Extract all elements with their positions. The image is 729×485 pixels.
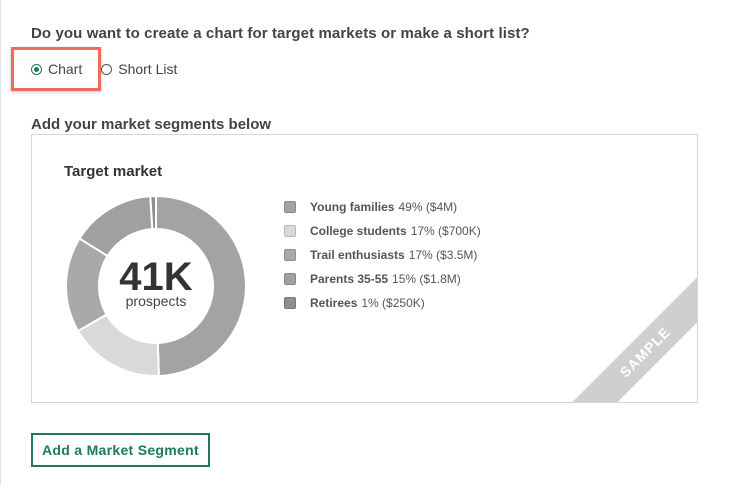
sample-watermark: SAMPLE bbox=[562, 269, 697, 402]
legend-label: Retirees bbox=[310, 296, 358, 310]
radio-chart-label: Chart bbox=[48, 61, 83, 77]
legend-value: 17% ($700K) bbox=[410, 224, 481, 238]
radio-short-list-label: Short List bbox=[118, 61, 178, 77]
legend-label: Young families bbox=[310, 200, 395, 214]
prospects-count: 41K bbox=[119, 255, 193, 299]
legend-label: Parents 35-55 bbox=[310, 272, 389, 286]
legend-value: 1% ($250K) bbox=[361, 296, 425, 310]
legend-swatch bbox=[284, 225, 296, 237]
donut-slice-young-families bbox=[155, 195, 246, 377]
legend-item: Retirees 1% ($250K) bbox=[284, 291, 481, 315]
chart-type-radio-group: Chart Short List bbox=[31, 61, 177, 77]
prospects-label: prospects bbox=[125, 293, 187, 309]
donut-chart bbox=[66, 195, 246, 377]
legend-value: 17% ($3.5M) bbox=[408, 248, 478, 262]
add-market-segment-button[interactable]: Add a Market Segment bbox=[31, 433, 210, 467]
legend-swatch bbox=[284, 249, 296, 261]
segments-heading: Add your market segments below bbox=[31, 116, 272, 133]
left-divider bbox=[0, 0, 1, 485]
legend-label: College students bbox=[310, 224, 407, 238]
donut-slice-retirees bbox=[149, 195, 157, 231]
radio-selected-icon[interactable] bbox=[31, 63, 42, 75]
legend-item: College students 17% ($700K) bbox=[284, 219, 481, 243]
highlight-box bbox=[11, 47, 101, 91]
legend-label: Trail enthusiasts bbox=[310, 248, 405, 262]
legend-value: 49% ($4M) bbox=[398, 200, 458, 214]
chart-panel: Target market 41K prospects Young famili… bbox=[31, 134, 698, 403]
chart-title: Target market bbox=[64, 163, 163, 180]
legend-swatch bbox=[284, 201, 296, 213]
legend-value: 15% ($1.8M) bbox=[392, 272, 461, 286]
chart-legend: Young families 49% ($4M) College students 1… bbox=[284, 195, 481, 315]
radio-short-list[interactable]: Short List bbox=[101, 61, 177, 77]
legend-swatch bbox=[284, 273, 296, 285]
radio-unselected-icon[interactable] bbox=[101, 63, 113, 75]
question-label: Do you want to create a chart for target… bbox=[31, 25, 530, 42]
legend-item: Young families 49% ($4M) bbox=[284, 195, 481, 219]
radio-chart[interactable]: Chart bbox=[31, 61, 82, 77]
legend-item: Trail enthusiasts 17% ($3.5M) bbox=[284, 243, 481, 267]
legend-swatch bbox=[284, 297, 296, 309]
legend-item: Parents 35-55 15% ($1.8M) bbox=[284, 267, 481, 291]
